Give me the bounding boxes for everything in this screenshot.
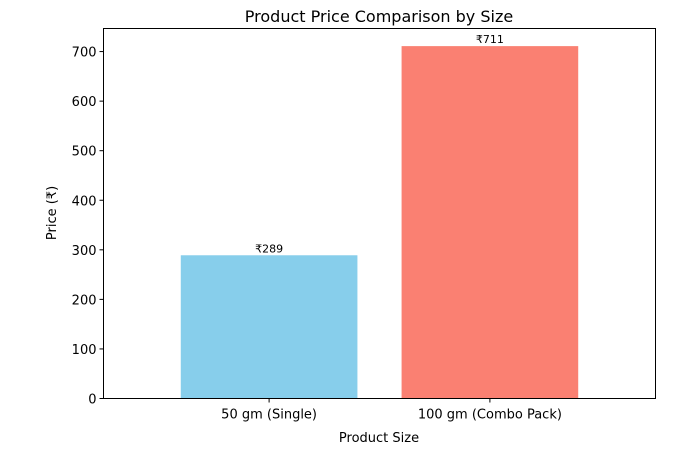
data-label: ₹289	[255, 242, 283, 255]
y-tick-label: 600	[72, 95, 97, 110]
bar	[401, 46, 579, 399]
bar	[180, 255, 358, 399]
chart-title: Product Price Comparison by Size	[245, 7, 513, 26]
x-axis-label: Product Size	[339, 431, 419, 446]
y-tick-label: 0	[88, 393, 96, 408]
y-tick-label: 500	[72, 145, 97, 160]
data-label: ₹711	[476, 33, 504, 46]
y-tick-label: 200	[72, 293, 97, 308]
y-tick-label: 100	[72, 343, 97, 358]
y-axis-label: Price (₹)	[45, 186, 60, 240]
plot-frame	[103, 28, 656, 399]
x-tick-label: 50 gm (Single)	[221, 408, 317, 423]
y-tick-label: 700	[72, 46, 97, 61]
x-tick-label: 100 gm (Combo Pack)	[418, 408, 562, 423]
y-tick-label: 300	[72, 244, 97, 259]
y-tick-label: 400	[72, 194, 97, 209]
